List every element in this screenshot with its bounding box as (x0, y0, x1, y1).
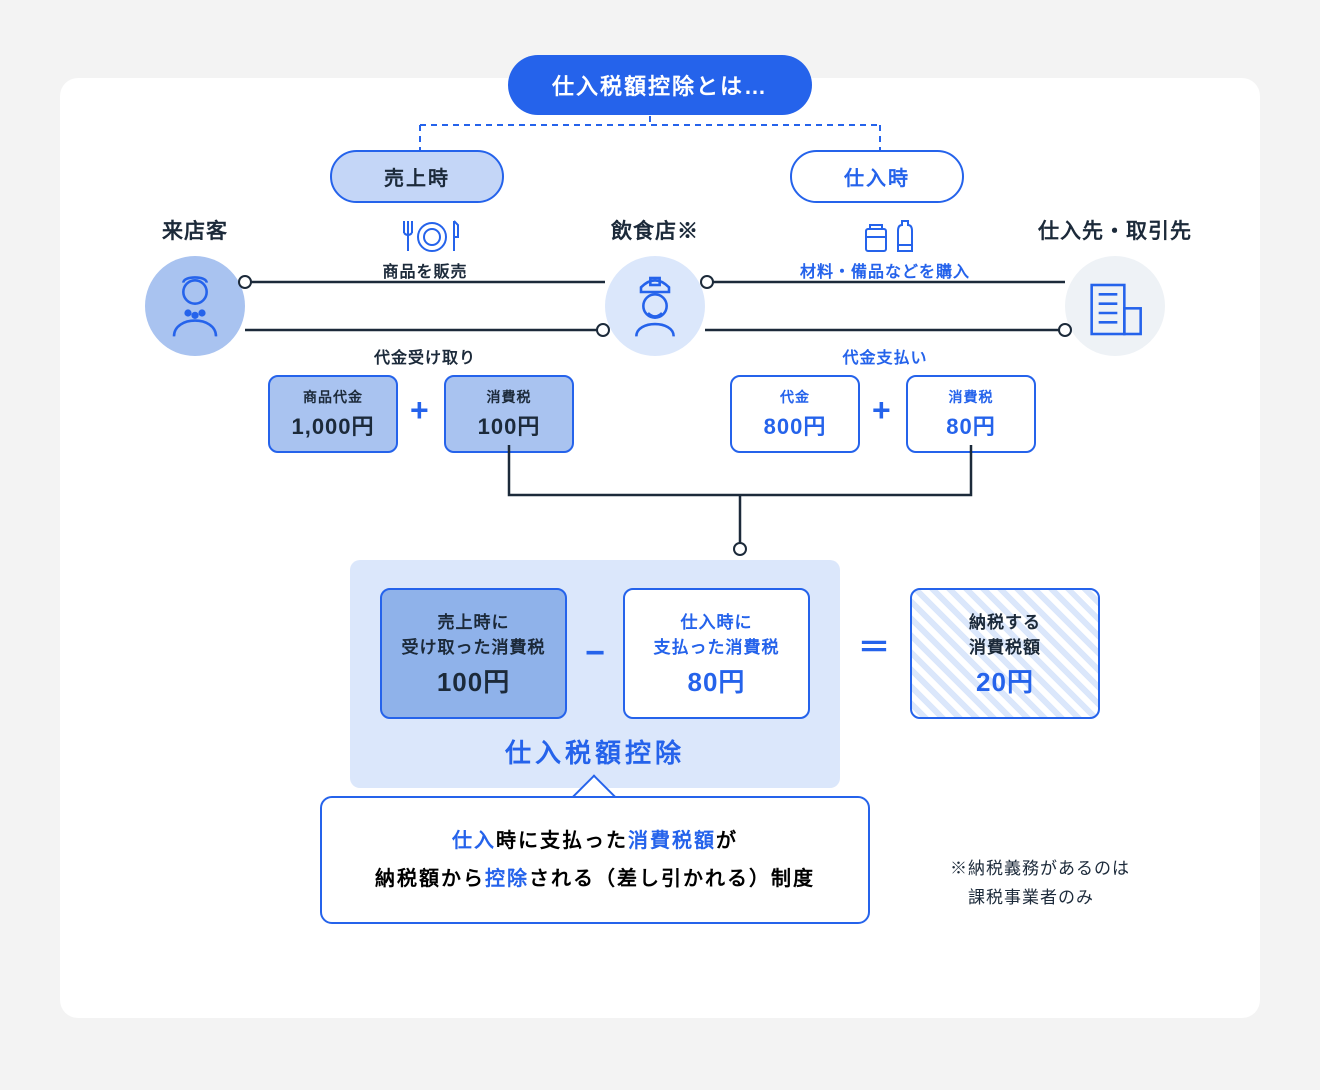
def-line2: 納税額から控除される（差し引かれる）制度 (358, 860, 832, 898)
vb-value: 100円 (446, 409, 572, 441)
op-plus-right: + (872, 392, 891, 429)
def-txt: 時に支払った (496, 830, 628, 852)
footnote-l1: ※納税義務があるのは (950, 855, 1130, 884)
rb-val: 20円 (912, 662, 1098, 699)
def-hl: 控除 (485, 868, 529, 890)
dot-l1 (238, 275, 252, 289)
flow-buy: 材料・備品などを購入 (775, 258, 995, 282)
vb-label: 消費税 (908, 387, 1034, 407)
rb-val: 100円 (382, 662, 565, 699)
dot-calc (733, 542, 747, 556)
op-minus: − (585, 634, 605, 673)
label-restaurant: 飲食店※ (555, 215, 755, 245)
customer-icon (145, 256, 245, 356)
restaurant-icon (605, 256, 705, 356)
box-sale-price: 商品代金 1,000円 (268, 375, 398, 453)
dot-l2 (596, 323, 610, 337)
vb-value: 80円 (908, 409, 1034, 441)
label-supplier: 仕入先・取引先 (1015, 215, 1215, 245)
rb-l1: 仕入時に (625, 608, 808, 633)
dot-r2 (1058, 323, 1072, 337)
dot-r1 (700, 275, 714, 289)
label-customer: 来店客 (95, 215, 295, 245)
vb-label: 代金 (732, 387, 858, 407)
footnote-l2: 課税事業者のみ (950, 884, 1130, 913)
rb-l2: 消費税額 (912, 633, 1098, 658)
def-hl: 消費税額 (628, 830, 716, 852)
rb-l2: 支払った消費税 (625, 633, 808, 658)
def-txt: 納税額から (375, 868, 485, 890)
rb-l1: 売上時に (382, 608, 565, 633)
box-buy-tax: 消費税 80円 (906, 375, 1036, 453)
def-txt: される（差し引かれる）制度 (529, 868, 815, 890)
pill-purchase: 仕入時 (790, 150, 964, 203)
group-title: 仕入税額控除 (380, 733, 810, 770)
vb-value: 1,000円 (270, 409, 396, 441)
rb-l2: 受け取った消費税 (382, 633, 565, 658)
def-line1: 仕入時に支払った消費税額が (358, 822, 832, 860)
flow-pay: 代金支払い (775, 344, 995, 368)
supplies-icon (840, 215, 940, 255)
definition-box: 仕入時に支払った消費税額が 納税額から控除される（差し引かれる）制度 (320, 796, 870, 924)
rb-val: 80円 (625, 662, 808, 699)
box-sale-tax: 消費税 100円 (444, 375, 574, 453)
op-equals: ＝ (858, 622, 890, 668)
pill-sales: 売上時 (330, 150, 504, 203)
flow-sell: 商品を販売 (315, 258, 535, 282)
box-paid-tax: 仕入時に 支払った消費税 80円 (623, 588, 810, 719)
footnote: ※納税義務があるのは 課税事業者のみ (950, 855, 1130, 913)
box-buy-price: 代金 800円 (730, 375, 860, 453)
dining-icon (380, 215, 480, 255)
box-received-tax: 売上時に 受け取った消費税 100円 (380, 588, 567, 719)
def-hl: 仕入 (452, 830, 496, 852)
vb-label: 消費税 (446, 387, 572, 407)
vb-label: 商品代金 (270, 387, 396, 407)
vb-value: 800円 (732, 409, 858, 441)
supplier-icon (1065, 256, 1165, 356)
box-result-tax: 納税する 消費税額 20円 (910, 588, 1100, 719)
rb-l1: 納税する (912, 608, 1098, 633)
flow-receive: 代金受け取り (315, 344, 535, 368)
deduction-group: 売上時に 受け取った消費税 100円 − 仕入時に 支払った消費税 80円 仕入… (350, 560, 840, 788)
op-plus-left: + (410, 392, 429, 429)
diagram-title: 仕入税額控除とは… (508, 55, 812, 115)
def-txt: が (716, 830, 738, 852)
